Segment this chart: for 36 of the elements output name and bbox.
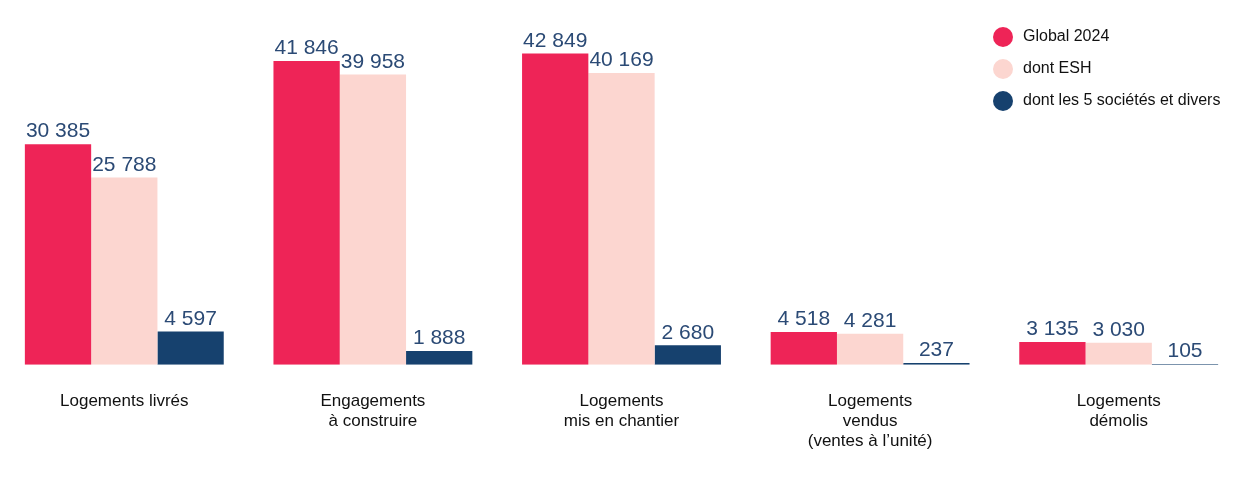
bar <box>406 351 473 365</box>
data-label: 2 680 <box>661 319 715 343</box>
legend-label: Global 2024 <box>1023 27 1110 45</box>
data-label: 3 030 <box>1092 317 1145 341</box>
data-label: 42 849 <box>523 27 588 51</box>
legend-label: dont les 5 sociétés et divers <box>1023 91 1221 109</box>
data-label: 40 169 <box>589 47 654 71</box>
bar <box>339 74 407 365</box>
bar <box>91 177 158 365</box>
data-label: 30 385 <box>25 118 91 142</box>
legend-label: dont ESH <box>1023 59 1092 77</box>
x-tick-label: Logements mis en chantier <box>563 390 680 431</box>
bar <box>273 60 340 365</box>
x-tick-label: Logements démolis <box>1076 390 1161 431</box>
data-label: 39 958 <box>340 48 406 72</box>
data-label: 41 846 <box>274 35 339 59</box>
bar <box>522 53 589 365</box>
bar <box>1019 342 1086 365</box>
bar <box>836 333 904 365</box>
bar <box>588 73 655 365</box>
x-tick-label: Engagements à construire <box>320 390 426 431</box>
bar <box>654 345 721 365</box>
bar <box>1085 342 1152 365</box>
data-label: 4 518 <box>777 306 831 330</box>
x-tick-label: Logements livrés <box>60 390 189 410</box>
data-label: 237 <box>918 337 954 361</box>
data-label: 4 281 <box>843 308 897 332</box>
bar <box>24 144 92 365</box>
data-label: 25 788 <box>92 151 157 175</box>
data-label: 4 597 <box>164 305 217 329</box>
bar <box>157 331 224 365</box>
data-label: 3 135 <box>1026 316 1079 340</box>
bar <box>770 331 837 365</box>
x-tick-label: Logements vendus (ventes à l’unité) <box>807 390 933 451</box>
data-label: 105 <box>1167 338 1203 362</box>
data-label: 1 888 <box>412 325 466 349</box>
